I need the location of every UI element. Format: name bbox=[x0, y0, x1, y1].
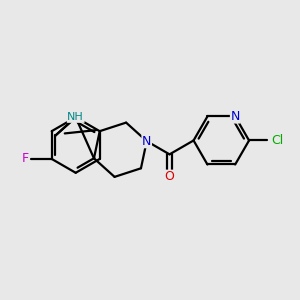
Text: NH: NH bbox=[67, 112, 84, 122]
Text: N: N bbox=[142, 135, 152, 148]
Text: N: N bbox=[230, 110, 240, 123]
Text: Cl: Cl bbox=[271, 134, 283, 147]
Text: O: O bbox=[165, 170, 175, 183]
Text: F: F bbox=[22, 152, 29, 165]
